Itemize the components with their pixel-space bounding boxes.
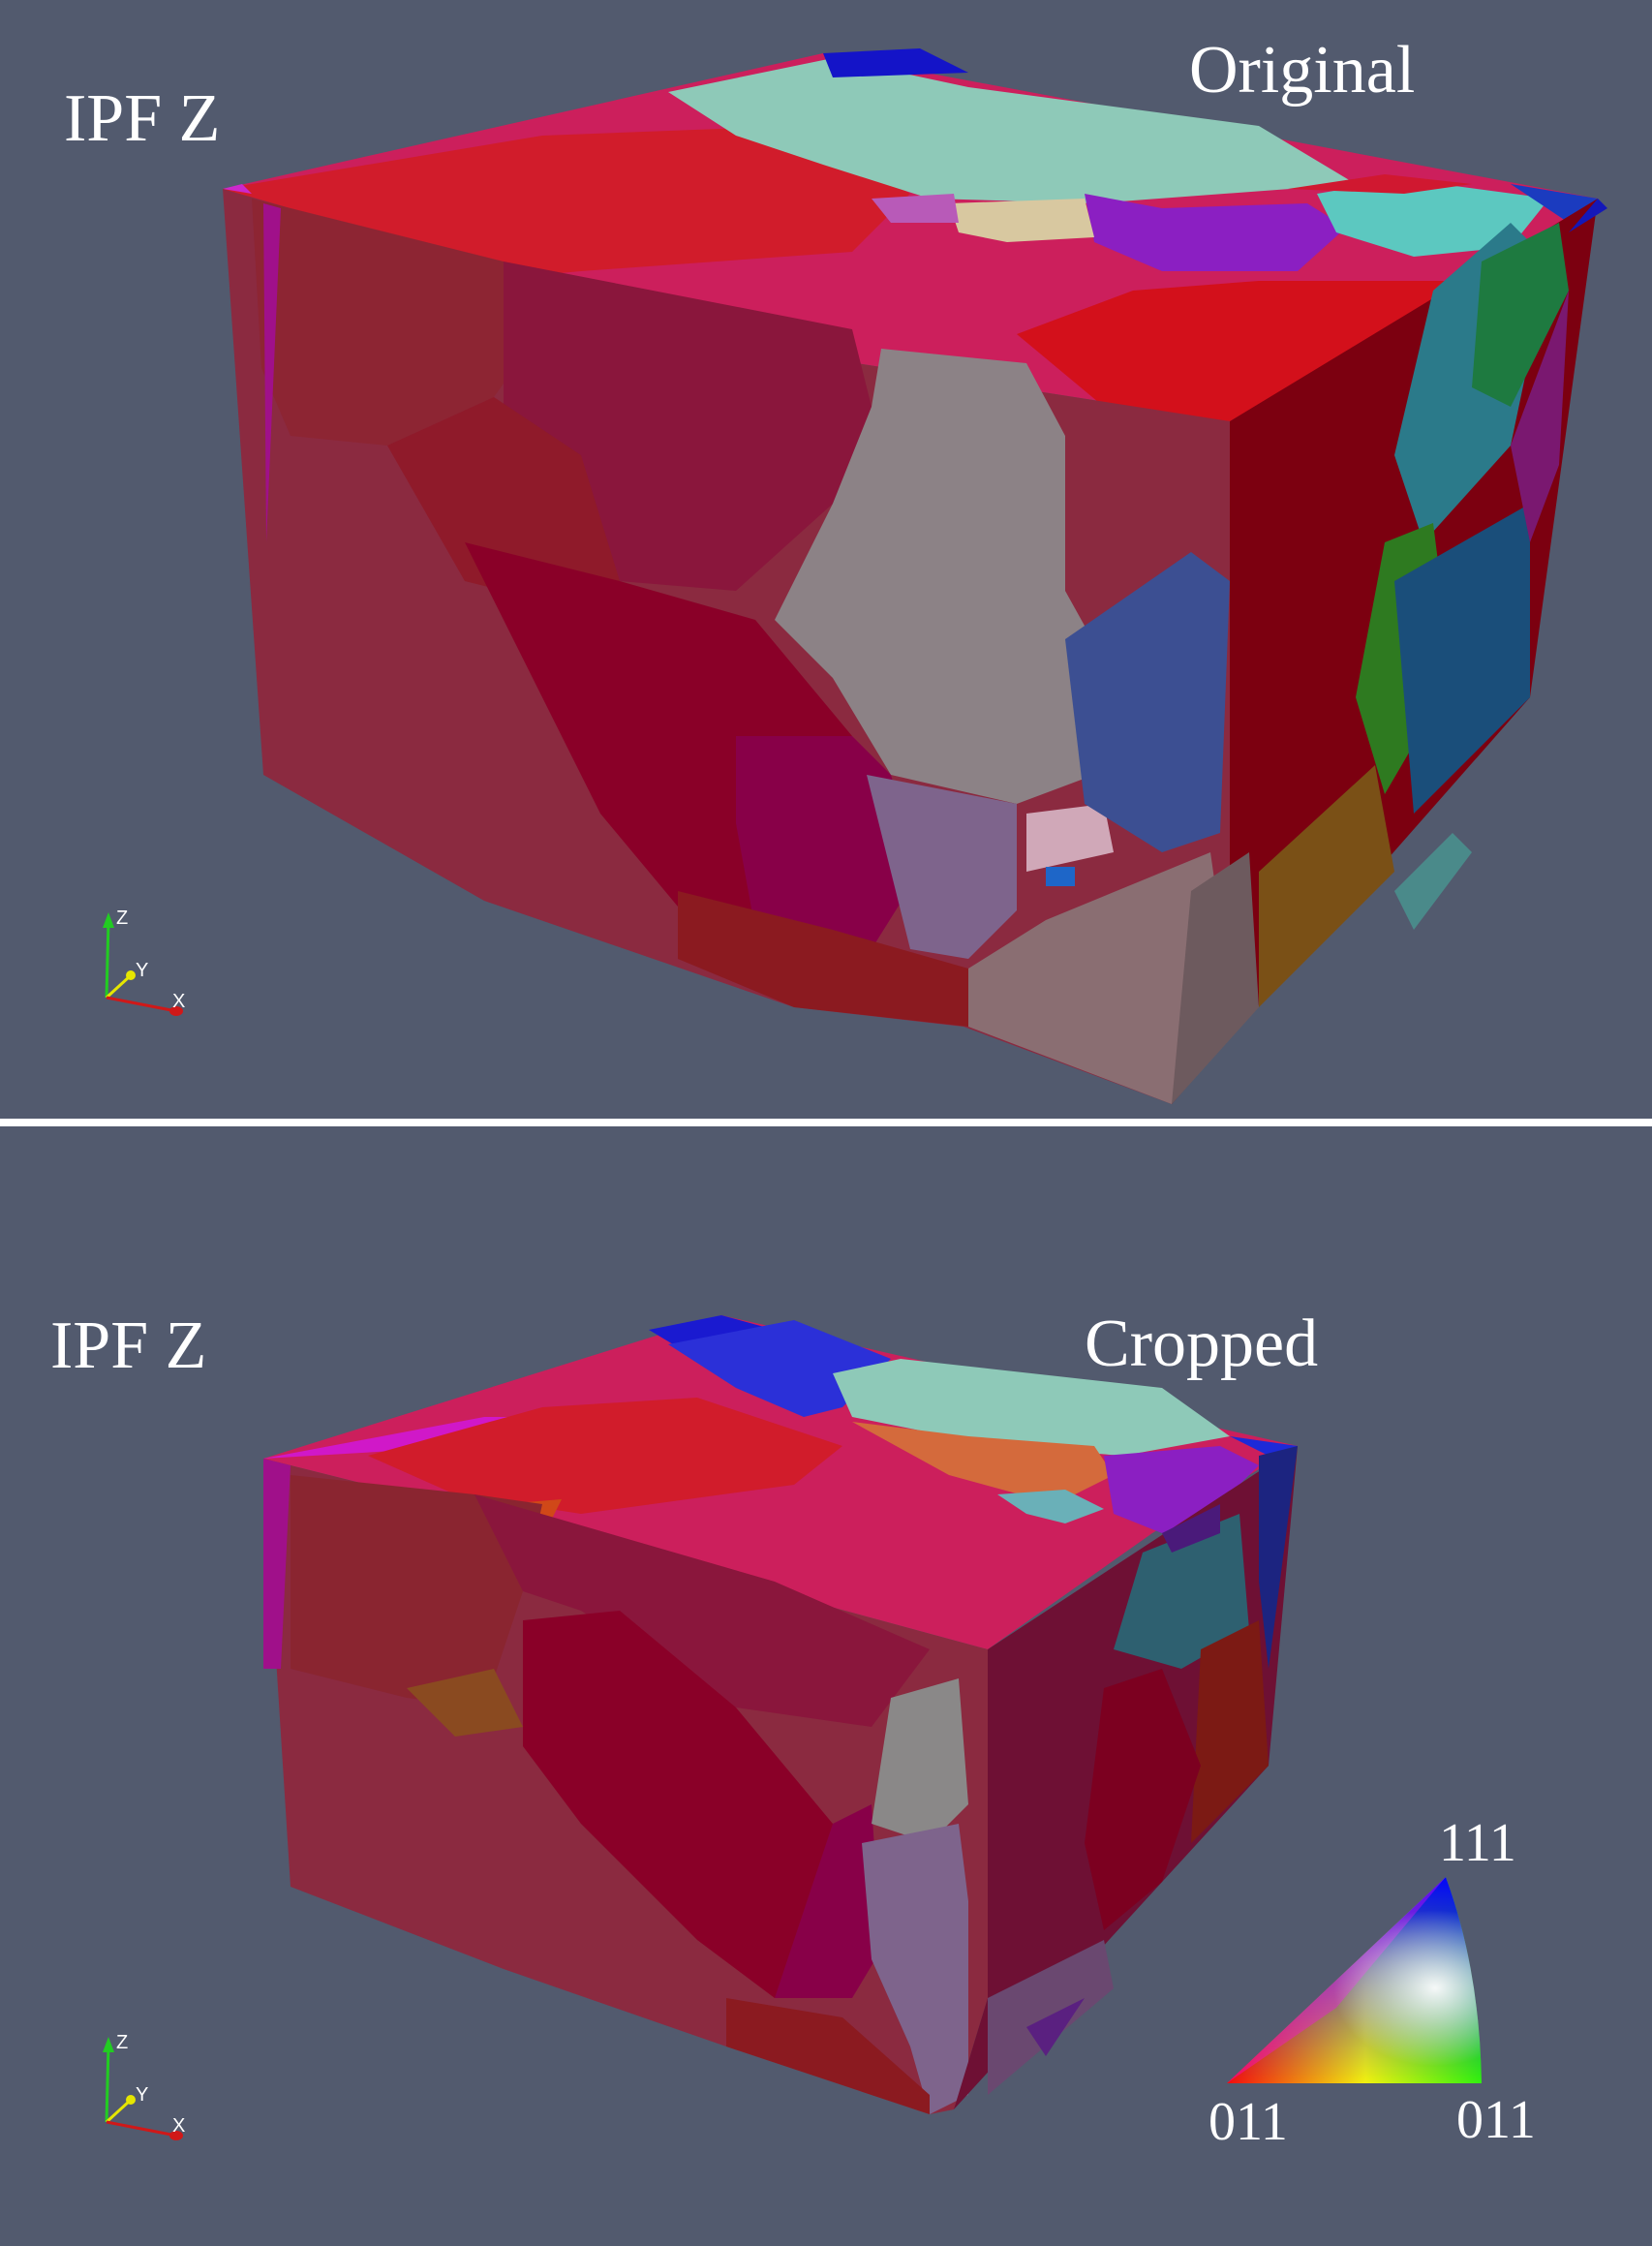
cropped-panel: IPF Z Cropped Z Y X [0,1126,1652,2246]
z-axis-letter: Z [116,908,128,929]
x-axis-arrow-icon [169,2131,183,2140]
original-top-face [223,48,1598,421]
y-axis-line [105,2099,132,2124]
cropped-right-face [954,1446,1298,2109]
cropped-axes-triad: Z Y X [103,2032,185,2140]
x-axis-letter: X [172,2115,185,2137]
cropped-panel-label-ipf: IPF Z [50,1308,207,1383]
x-axis-line [106,996,177,1013]
ipf-legend-label-top: 111 [1439,1813,1516,1873]
cropped-grain-volume [263,1315,1298,2114]
cropped-top-face [263,1315,1298,1649]
y-axis-letter: Y [136,2084,148,2106]
original-panel-label-ipf: IPF Z [64,81,221,156]
z-axis-line [105,2044,110,2123]
x-axis-letter: X [172,991,185,1012]
z-axis-line [105,919,110,999]
y-axis-line [105,974,132,1000]
y-axis-dot-icon [126,970,136,980]
original-axes-triad: Z Y X [103,908,185,1016]
cropped-front-face [263,1459,988,2114]
cropped-panel-title: Cropped [1085,1307,1319,1381]
z-axis-arrow-icon [103,2037,114,2052]
x-axis-arrow-icon [169,1006,183,1016]
original-panel-title: Original [1189,33,1416,108]
ipf-legend-label-bottom-right: 011 [1456,2090,1536,2150]
original-front-face [223,189,1230,1104]
y-axis-dot-icon [126,2095,136,2105]
y-axis-letter: Y [136,960,148,981]
z-axis-arrow-icon [103,912,114,928]
x-axis-line [106,2120,177,2138]
original-grain-volume [223,48,1607,1104]
original-right-face [1172,199,1607,1104]
ipf-legend-label-bottom-left: 011 [1208,2092,1288,2152]
ipf-color-key-triangle [1227,1877,1482,2083]
z-axis-letter: Z [116,2032,128,2053]
original-panel: IPF Z Original Z Y X [0,0,1652,1119]
